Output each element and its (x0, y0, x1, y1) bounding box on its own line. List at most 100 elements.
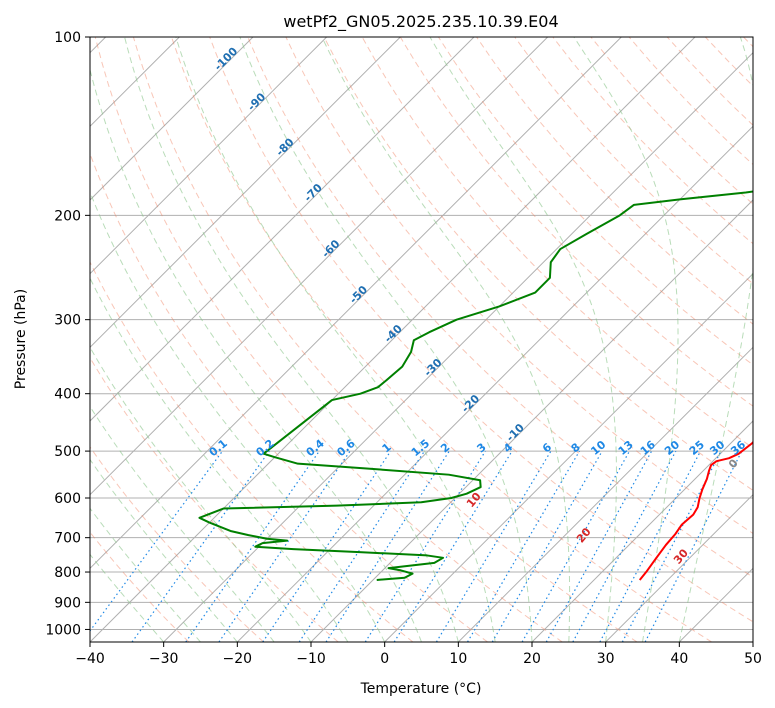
dry-adiabat-label: 20 (574, 525, 594, 545)
mixing-ratio-line (218, 450, 351, 642)
mixing-ratio-label: 25 (687, 438, 707, 458)
dry-adiabat-line (132, 37, 638, 642)
x-tick-label: 0 (380, 651, 389, 667)
y-axis-label: Pressure (hPa) (13, 289, 29, 389)
x-tick-label: −40 (75, 651, 105, 667)
moist-adiabat-line (239, 37, 533, 642)
moist-adiabat-line (90, 277, 349, 642)
mixing-ratio-line (393, 450, 513, 642)
dry-adiabat-line (90, 356, 339, 642)
temperature-line (638, 440, 753, 581)
mixing-ratio-line (572, 450, 677, 642)
mixing-ratio-label: 0.1 (207, 437, 230, 459)
x-tick-label: 10 (449, 651, 467, 667)
mixing-ratio-line (644, 450, 743, 642)
dry-adiabat-line (94, 37, 563, 642)
mixing-ratio-line (545, 450, 653, 642)
dry-adiabat-line (171, 37, 713, 642)
isotherm-label: -70 (302, 181, 325, 204)
isotherm-label: -100 (212, 44, 241, 73)
mixing-ratio-line (131, 450, 270, 642)
isotherm-line (678, 567, 753, 642)
moist-adiabat-line (175, 37, 496, 642)
mixing-ratio-label: 2 (438, 441, 452, 456)
chart-title: wetPf2_GN05.2025.235.10.39.E04 (283, 12, 558, 32)
moist-adiabats-layer (90, 37, 753, 642)
isotherm-line (90, 37, 401, 349)
moist-adiabat-line (573, 37, 679, 642)
dry-adiabat-line (323, 37, 753, 491)
mixing-ratio-line (325, 450, 450, 642)
mixing-ratio-layer (90, 450, 743, 642)
x-tick-label: 40 (670, 651, 688, 667)
isotherm-line (90, 37, 254, 201)
x-tick-label: 20 (523, 651, 541, 667)
x-tick-label: 50 (744, 651, 762, 667)
dry-adiabats-layer (90, 37, 753, 642)
mixing-ratio-line (298, 450, 425, 642)
series-layer (198, 190, 753, 581)
isotherm-line (457, 346, 753, 642)
dry-adiabat-line (514, 37, 753, 285)
dry-adiabat-line (476, 37, 753, 325)
y-tick-label: 700 (54, 531, 81, 547)
isotherm-line (752, 641, 753, 642)
y-tick-label: 500 (54, 444, 81, 460)
mixing-ratio-label: 13 (616, 438, 636, 458)
isotherm-label: -90 (245, 90, 268, 113)
mixing-ratio-label: 36 (728, 438, 748, 458)
mixing-ratio-line (521, 450, 631, 642)
dry-adiabat-line (209, 37, 753, 623)
mixing-ratio-label: 6 (540, 440, 554, 455)
mixing-ratio-label: 16 (638, 438, 658, 458)
dry-adiabat-line (90, 152, 488, 642)
mixing-ratio-label: 1.5 (409, 437, 432, 459)
x-tick-label: −20 (223, 651, 253, 667)
y-tick-label: 400 (54, 387, 81, 403)
isotherm-line (90, 37, 549, 496)
y-tick-label: 100 (54, 30, 81, 46)
mixing-ratio-line (599, 450, 702, 642)
dry-adiabat-line (704, 37, 753, 87)
isotherm-line (236, 125, 753, 642)
dry-adiabat-line (285, 37, 753, 535)
moist-adiabat-line (321, 37, 571, 642)
mixing-ratio-label: 3 (474, 441, 488, 456)
y-tick-label: 300 (54, 313, 81, 329)
isotherm-line (90, 37, 622, 570)
isotherm-label: -40 (382, 322, 405, 345)
dry-adiabat-line (247, 37, 753, 578)
mixing-ratio-line (364, 450, 486, 642)
isotherm-label: -60 (319, 237, 342, 260)
dry-adiabat-line (90, 446, 264, 642)
isotherm-label: -10 (504, 421, 527, 444)
x-tick-label: −10 (296, 651, 326, 667)
dry-adiabat-line (90, 260, 414, 642)
mixing-ratio-label: 20 (662, 438, 682, 458)
mixing-ratio-line (185, 450, 320, 642)
x-tick-label: 30 (597, 651, 615, 667)
isotherm-line (90, 37, 328, 275)
mixing-ratio-line (491, 450, 603, 642)
moist-adiabat-line (90, 67, 422, 642)
isotherm-line (310, 199, 753, 642)
isotherm-label: -80 (273, 135, 296, 158)
isotherm-line (163, 51, 753, 642)
mixing-ratio-label: 0.6 (334, 437, 358, 460)
dry-adiabat-label: 30 (671, 546, 691, 566)
dry-adiabat-line (438, 37, 753, 366)
dry-adiabat-line (552, 37, 753, 245)
isotherm-label: -30 (421, 356, 444, 379)
moist-adiabat-line (678, 37, 753, 642)
isotherm-line (90, 37, 475, 422)
tick-layer: −40 −30 −20 −10 0 10 20 30 40 50 100 200 300 400 500 6 0… (45, 30, 762, 667)
x-tick-label: −30 (149, 651, 179, 667)
y-tick-label: 200 (54, 208, 81, 224)
isotherm-line (605, 493, 753, 642)
moist-adiabat-line (90, 458, 238, 642)
mixing-ratio-label: 30 (707, 438, 727, 458)
mixing-ratio-line (435, 450, 552, 642)
moist-adiabat-line (124, 37, 459, 642)
isotherm-line (531, 420, 753, 642)
